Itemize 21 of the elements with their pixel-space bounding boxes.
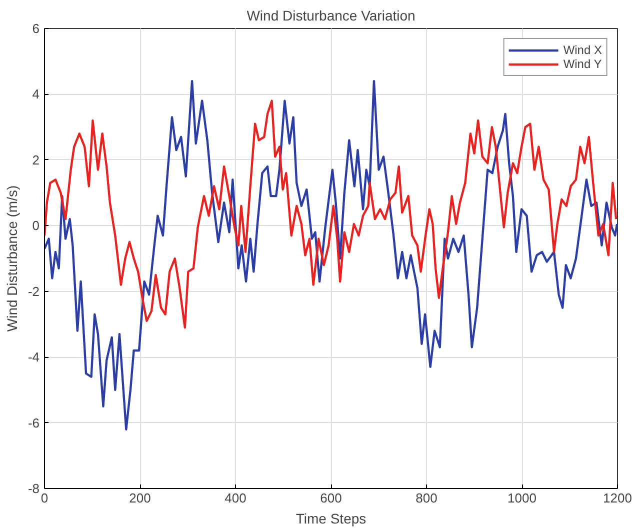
y-tick-label: -2	[28, 284, 40, 299]
y-tick-label: -8	[28, 481, 40, 496]
y-tick-label: 2	[32, 152, 40, 168]
x-tick-label: 600	[320, 490, 342, 506]
y-axis-title: Wind Disturbance (m/s)	[4, 185, 20, 332]
chart-title: Wind Disturbance Variation	[246, 8, 416, 24]
x-tick-label: 800	[416, 490, 438, 506]
y-tick-label: 6	[32, 21, 40, 36]
x-tick-label: 1200	[603, 490, 632, 506]
y-tick-label: -6	[28, 415, 40, 430]
line-series	[44, 80, 618, 430]
y-tick-label: 0	[32, 218, 40, 234]
x-axis-title: Time Steps	[296, 510, 366, 526]
y-tick-label: -4	[28, 350, 40, 365]
x-tick-label: 1000	[508, 490, 536, 506]
legend-label: Wind X	[563, 43, 602, 57]
y-tick-label: 4	[32, 86, 40, 102]
legend-label: Wind Y	[563, 57, 602, 71]
x-tick-label: 400	[224, 490, 246, 506]
line-series	[44, 100, 618, 329]
x-tick-label: 200	[129, 490, 151, 506]
